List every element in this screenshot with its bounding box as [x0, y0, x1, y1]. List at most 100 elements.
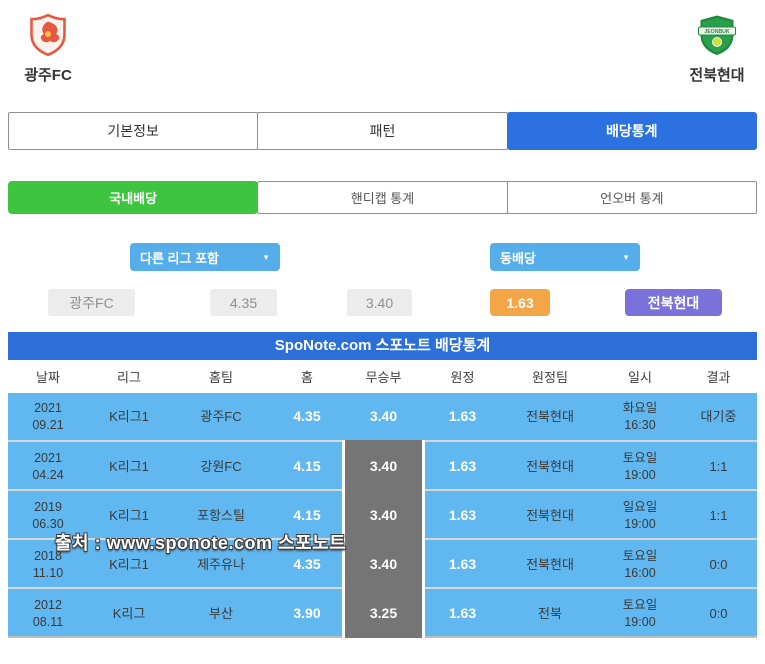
- col-header-schedule: 일시: [628, 370, 652, 385]
- cell-result-text: 0:0: [709, 557, 728, 572]
- cell-away-odds-text: 1.63: [448, 507, 477, 523]
- cell-away-odds: 1.63: [425, 393, 500, 440]
- cell-date-text: 2019: [34, 499, 62, 514]
- cell-draw-odds: 3.40: [342, 489, 425, 540]
- current-away-team-box[interactable]: 전북현대: [625, 289, 722, 316]
- cell-home-team: 포항스틸: [170, 491, 272, 540]
- current-draw-odds-box[interactable]: 3.40: [347, 289, 412, 316]
- current-home-team-box[interactable]: 광주FC: [48, 289, 135, 316]
- tab-basic-info[interactable]: 기본정보: [8, 112, 259, 150]
- col-header-date: 날짜: [36, 370, 60, 385]
- cell-home-team: 광주FC: [170, 393, 272, 440]
- home-team-logo-icon: [29, 13, 67, 61]
- away-team-name: 전북현대: [689, 67, 745, 84]
- cell-draw-odds-text: 3.25: [369, 605, 398, 621]
- main-tabs: 기본정보 패턴 배당통계: [8, 112, 757, 150]
- tab-odds-stats[interactable]: 배당통계: [506, 112, 757, 150]
- cell-draw-odds: 3.40: [342, 440, 425, 491]
- current-home-odds-box[interactable]: 4.35: [210, 289, 277, 316]
- cell-away-odds-text: 1.63: [448, 408, 477, 424]
- cell-league-text: K리그1: [109, 557, 149, 572]
- cell-away-team: 전북현대: [500, 540, 600, 589]
- col-header-draw: 무승부: [365, 370, 402, 385]
- cell-away-team: 전북현대: [500, 491, 600, 540]
- tab-domestic-odds[interactable]: 국내배당: [8, 181, 259, 214]
- cell-date: 2018 11.10: [8, 540, 88, 589]
- cell-home-team: 제주유나: [170, 540, 272, 589]
- tab-over-under-stats[interactable]: 언오버 통계: [506, 181, 757, 214]
- cell-result: 0:0: [680, 540, 757, 589]
- cell-result-text: 1:1: [709, 508, 728, 523]
- cell-schedule-text: 토요일: [622, 450, 658, 465]
- cell-home-odds: 4.15: [272, 491, 342, 540]
- cell-date: 2012 08.11: [8, 589, 88, 638]
- cell-date-text: 2021: [34, 400, 62, 415]
- cell-date-text: 2012: [34, 597, 62, 612]
- home-team: 광주FC: [8, 13, 88, 85]
- cell-schedule-text: 16:00: [624, 565, 656, 580]
- cell-schedule-text: 19:00: [624, 614, 656, 629]
- cell-away-team: 전북현대: [500, 442, 600, 491]
- odds-type-dropdown[interactable]: 동배당 ▼: [490, 243, 640, 271]
- match-header: 광주FC JEONBUK 전북현대: [0, 13, 765, 85]
- league-filter-dropdown[interactable]: 다른 리그 포함 ▼: [130, 243, 280, 271]
- table-row: 2019 06.30 K리그1 포항스틸 4.15 3.40 1.63 전북현대 일요일 19:0…: [8, 489, 757, 540]
- cell-home-odds-text: 3.90: [293, 605, 321, 621]
- col-header-away: 원정: [450, 370, 475, 385]
- tab-pattern[interactable]: 패턴: [257, 112, 508, 150]
- cell-home-odds: 4.35: [272, 393, 342, 440]
- cell-draw-odds-text: 3.40: [369, 556, 398, 572]
- cell-home-odds-text: 4.35: [293, 556, 321, 572]
- cell-away-odds: 1.63: [425, 491, 500, 540]
- cell-home-odds-text: 4.35: [293, 408, 321, 424]
- cell-home-team-text: 제주유나: [197, 557, 245, 572]
- col-header-away-team: 원정팀: [532, 370, 568, 385]
- cell-home-odds: 3.90: [272, 589, 342, 638]
- table-header: 날짜 리그 홈팀 홈 무승부 원정 원정팀 일시 결과: [8, 360, 757, 393]
- cell-league: K리그1: [88, 393, 170, 440]
- cell-result: 대기중: [680, 393, 757, 440]
- cell-schedule-text: 화요일: [622, 400, 658, 415]
- col-header-result: 결과: [706, 370, 731, 385]
- cell-away-team-text: 전북현대: [526, 557, 574, 572]
- cell-result-text: 대기중: [700, 409, 737, 424]
- cell-result-text: 1:1: [709, 459, 728, 474]
- cell-schedule: 토요일 19:00: [600, 442, 680, 491]
- cell-home-odds-text: 4.15: [293, 507, 321, 523]
- cell-date: 2021 09.21: [8, 393, 88, 440]
- cell-away-team-text: 전북: [538, 606, 562, 621]
- cell-league: K리그1: [88, 491, 170, 540]
- cell-league-text: K리그: [112, 606, 146, 621]
- cell-schedule-text: 19:00: [624, 516, 656, 531]
- cell-home-team: 강원FC: [170, 442, 272, 491]
- current-away-odds-box[interactable]: 1.63: [490, 289, 550, 316]
- cell-date-text: 11.10: [32, 565, 64, 580]
- tab-handicap-stats[interactable]: 핸디캡 통계: [257, 181, 508, 214]
- cell-away-team: 전북현대: [500, 393, 600, 440]
- cell-draw-odds-text: 3.40: [369, 458, 398, 474]
- table-row: 2021 09.21 K리그1 광주FC 4.35 3.40 1.63 전북현대 화요일 16:3…: [8, 393, 757, 442]
- cell-schedule-text: 16:30: [624, 417, 656, 432]
- cell-home-team-text: 광주FC: [200, 409, 242, 424]
- cell-away-odds: 1.63: [425, 589, 500, 638]
- cell-date: 2021 04.24: [8, 442, 88, 491]
- col-header-home-team: 홈팀: [209, 370, 233, 385]
- cell-home-team-text: 포항스틸: [197, 508, 245, 523]
- away-team: JEONBUK 전북현대: [677, 14, 757, 85]
- cell-schedule: 토요일 16:00: [600, 540, 680, 589]
- chevron-down-icon: ▼: [262, 252, 270, 262]
- cell-league: K리그1: [88, 442, 170, 491]
- table-rows: 2021 09.21 K리그1 광주FC 4.35 3.40 1.63 전북현대 화요일 16:3…: [8, 393, 757, 638]
- cell-schedule-text: 토요일: [622, 548, 658, 563]
- cell-draw-odds: 3.40: [342, 538, 425, 589]
- cell-league: K리그1: [88, 540, 170, 589]
- cell-date-text: 08.11: [32, 614, 64, 629]
- sub-tabs: 국내배당 핸디캡 통계 언오버 통계: [8, 181, 757, 214]
- cell-schedule: 화요일 16:30: [600, 393, 680, 440]
- cell-away-team-text: 전북현대: [526, 459, 574, 474]
- table-row: 2012 08.11 K리그 부산 3.90 3.25 1.63 전북 토요일 19:00 0:0: [8, 587, 757, 638]
- cell-draw-odds-text: 3.40: [369, 408, 398, 424]
- away-team-logo-icon: JEONBUK: [697, 14, 737, 61]
- league-filter-label: 다른 리그 포함: [140, 250, 219, 266]
